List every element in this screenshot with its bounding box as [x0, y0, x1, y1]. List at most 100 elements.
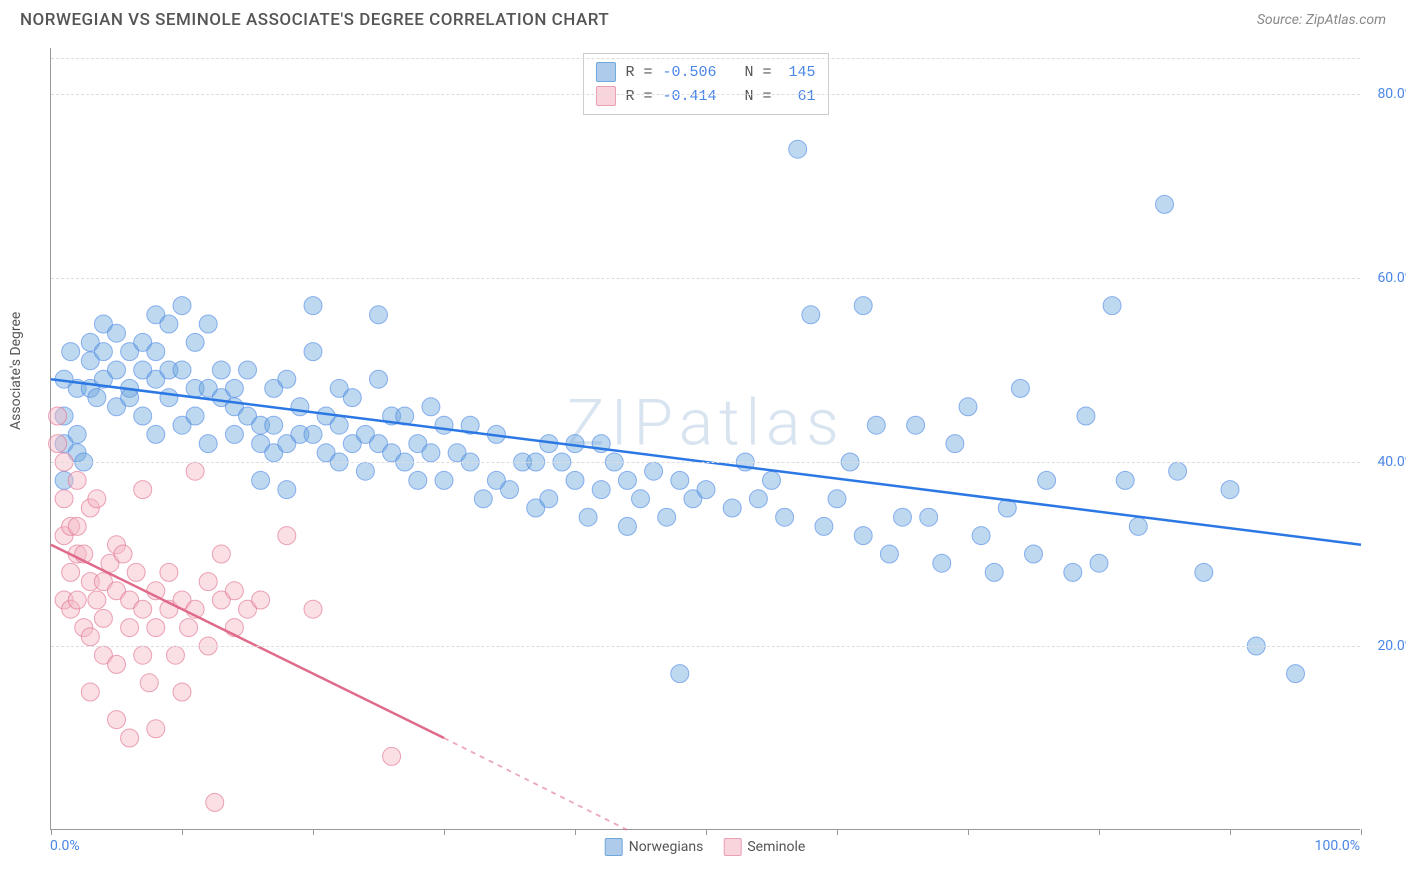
scatter-point [1103, 297, 1121, 315]
scatter-plot-svg [51, 48, 1360, 829]
scatter-point [658, 508, 676, 526]
scatter-point [127, 563, 145, 581]
scatter-point [186, 333, 204, 351]
scatter-point [566, 471, 584, 489]
legend-label: Seminole [747, 839, 805, 855]
scatter-point [239, 361, 257, 379]
scatter-point [920, 508, 938, 526]
scatter-point [88, 591, 106, 609]
scatter-point [1169, 462, 1187, 480]
scatter-point [173, 683, 191, 701]
x-tick-mark [313, 829, 314, 835]
scatter-point [959, 398, 977, 416]
scatter-point [166, 646, 184, 664]
scatter-point [134, 646, 152, 664]
scatter-point [114, 545, 132, 563]
x-tick-mark [444, 829, 445, 835]
scatter-point [540, 490, 558, 508]
x-tick-mark [1361, 829, 1362, 835]
scatter-point [933, 554, 951, 572]
scatter-point [278, 481, 296, 499]
scatter-point [592, 481, 610, 499]
scatter-point [278, 370, 296, 388]
scatter-point [304, 343, 322, 361]
scatter-point [186, 407, 204, 425]
stat-n-value: 61 [782, 88, 816, 105]
stat-n-value: 145 [782, 64, 816, 81]
chart-title: NORWEGIAN VS SEMINOLE ASSOCIATE'S DEGREE… [20, 10, 609, 30]
scatter-point [68, 471, 86, 489]
scatter-point [199, 573, 217, 591]
y-tick-label: 40.0% [1377, 454, 1406, 470]
scatter-point [108, 324, 126, 342]
scatter-point [1011, 379, 1029, 397]
stat-n-label: N = [727, 88, 772, 105]
scatter-point [147, 425, 165, 443]
gridline-horizontal [51, 58, 1360, 59]
scatter-point [1156, 195, 1174, 213]
scatter-point [304, 297, 322, 315]
scatter-point [134, 600, 152, 618]
x-tick-mark [968, 829, 969, 835]
scatter-point [212, 545, 230, 563]
scatter-point [265, 416, 283, 434]
scatter-point [108, 655, 126, 673]
stats-swatch [595, 62, 615, 82]
scatter-point [854, 297, 872, 315]
scatter-point [199, 435, 217, 453]
scatter-point [108, 361, 126, 379]
legend-item: Norwegians [605, 838, 704, 856]
scatter-point [356, 462, 374, 480]
scatter-point [422, 398, 440, 416]
stats-legend-row: R = -0.506 N = 145 [595, 60, 815, 84]
scatter-point [160, 563, 178, 581]
scatter-point [160, 389, 178, 407]
scatter-point [147, 343, 165, 361]
scatter-point [671, 665, 689, 683]
x-axis-min-label: 0.0% [50, 838, 80, 854]
scatter-point [278, 527, 296, 545]
scatter-point [802, 306, 820, 324]
legend-swatch [723, 838, 741, 856]
x-tick-mark [1099, 829, 1100, 835]
gridline-horizontal [51, 646, 1360, 647]
scatter-point [225, 425, 243, 443]
scatter-point [1077, 407, 1095, 425]
scatter-point [186, 462, 204, 480]
scatter-point [81, 628, 99, 646]
scatter-point [501, 481, 519, 499]
scatter-point [370, 370, 388, 388]
scatter-point [1221, 481, 1239, 499]
scatter-point [68, 425, 86, 443]
chart-plot-area: ZIPatlas R = -0.506 N = 145R = -0.414 N … [50, 48, 1360, 830]
scatter-point [867, 416, 885, 434]
scatter-point [435, 416, 453, 434]
scatter-point [173, 361, 191, 379]
scatter-point [671, 471, 689, 489]
scatter-point [304, 600, 322, 618]
scatter-point [147, 619, 165, 637]
scatter-point [225, 379, 243, 397]
scatter-point [1195, 563, 1213, 581]
stat-r-value: -0.414 [662, 88, 716, 105]
scatter-point [749, 490, 767, 508]
scatter-point [474, 490, 492, 508]
scatter-point [206, 793, 224, 811]
scatter-point [68, 591, 86, 609]
scatter-point [252, 471, 270, 489]
scatter-point [579, 508, 597, 526]
x-tick-mark [706, 829, 707, 835]
scatter-point [1090, 554, 1108, 572]
gridline-horizontal [51, 278, 1360, 279]
scatter-point [370, 306, 388, 324]
stat-n-label: N = [727, 64, 772, 81]
x-tick-mark [1230, 829, 1231, 835]
scatter-point [160, 315, 178, 333]
scatter-point [789, 140, 807, 158]
x-tick-mark [182, 829, 183, 835]
scatter-point [108, 711, 126, 729]
scatter-point [645, 462, 663, 480]
scatter-point [880, 545, 898, 563]
scatter-point [1038, 471, 1056, 489]
scatter-point [134, 481, 152, 499]
